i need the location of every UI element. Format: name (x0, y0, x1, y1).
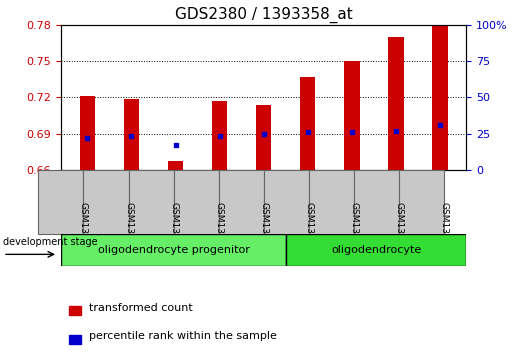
Bar (69, 306, 81, 315)
Bar (123, 98, 139, 170)
Text: percentile rank within the sample: percentile rank within the sample (90, 331, 277, 342)
Text: GSM138285: GSM138285 (304, 202, 313, 257)
Bar (218, 170, 264, 234)
Bar (286, 234, 466, 266)
Bar (69, 335, 81, 344)
Text: GSM138288: GSM138288 (439, 202, 448, 257)
Bar (388, 37, 404, 170)
Text: GSM138287: GSM138287 (394, 202, 403, 257)
Bar (256, 105, 271, 170)
Text: GSM138286: GSM138286 (349, 202, 358, 257)
Text: GSM138283: GSM138283 (214, 202, 223, 257)
Bar (354, 170, 399, 234)
Text: GSM138282: GSM138282 (169, 202, 178, 257)
Text: GSM138281: GSM138281 (124, 202, 133, 257)
Bar (168, 161, 183, 170)
Bar (212, 101, 227, 170)
Bar (344, 61, 359, 170)
Text: transformed count: transformed count (90, 303, 193, 313)
Bar (173, 170, 218, 234)
Bar (61, 234, 286, 266)
Bar (300, 77, 315, 170)
Bar (264, 170, 308, 234)
Bar (39, 170, 84, 234)
Title: GDS2380 / 1393358_at: GDS2380 / 1393358_at (175, 7, 352, 23)
Text: development stage: development stage (3, 236, 98, 247)
Bar (432, 25, 448, 170)
Text: GSM138280: GSM138280 (79, 202, 88, 257)
Bar (308, 170, 354, 234)
Text: oligodendrocyte progenitor: oligodendrocyte progenitor (98, 245, 250, 255)
Bar (128, 170, 173, 234)
Text: oligodendrocyte: oligodendrocyte (331, 245, 421, 255)
Bar (84, 170, 128, 234)
Bar (80, 96, 95, 170)
Text: GSM138284: GSM138284 (259, 202, 268, 257)
Bar (399, 170, 444, 234)
